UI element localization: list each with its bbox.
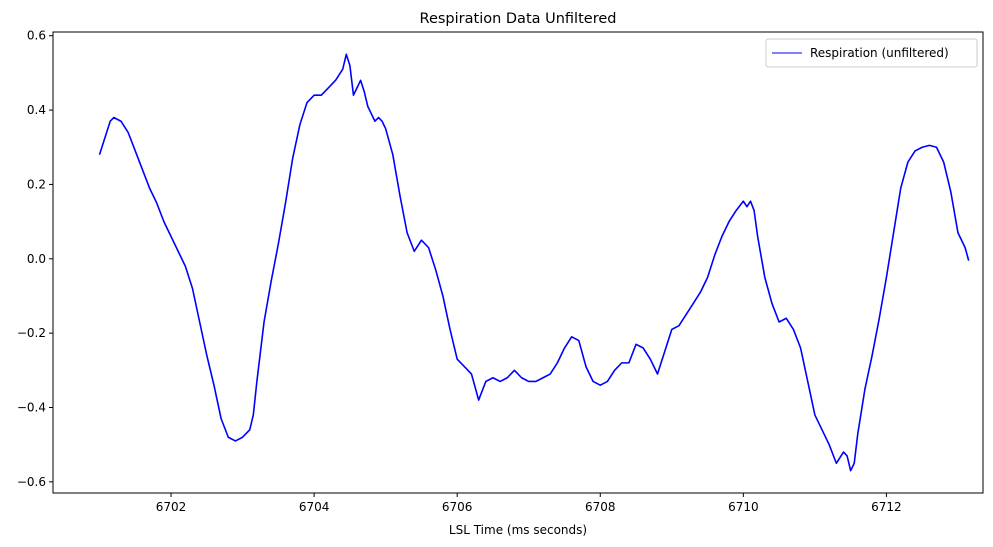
y-axis: −0.6 −0.4 −0.2 0.0 0.2 0.4 0.6 [17, 29, 53, 489]
legend-box [765, 38, 978, 68]
plot-area-frame [52, 31, 984, 494]
x-tick-label: 6704 [299, 500, 330, 514]
x-axis: 6702 6704 6706 6708 6710 6712 [156, 493, 902, 514]
x-tick-label: 6712 [871, 500, 902, 514]
y-tick-label: −0.2 [17, 326, 46, 340]
y-tick-label: 0.0 [27, 252, 46, 266]
y-tick-label: 0.6 [27, 29, 46, 43]
y-tick-label: −0.6 [17, 475, 46, 489]
x-axis-label: LSL Time (ms seconds) [449, 523, 587, 537]
series-layer [98, 53, 970, 472]
legend: Respiration (unfiltered) [765, 38, 978, 68]
x-tick-label: 6710 [728, 500, 759, 514]
legend-label: Respiration (unfiltered) [810, 46, 949, 60]
series-line [98, 53, 970, 472]
x-tick-label: 6708 [585, 500, 616, 514]
chart-title: Respiration Data Unfiltered [420, 11, 617, 27]
y-tick-label: 0.4 [27, 103, 46, 117]
y-tick-label: 0.2 [27, 177, 46, 191]
x-tick-label: 6702 [156, 500, 187, 514]
y-tick-label: −0.4 [17, 400, 46, 414]
x-tick-label: 6706 [442, 500, 473, 514]
